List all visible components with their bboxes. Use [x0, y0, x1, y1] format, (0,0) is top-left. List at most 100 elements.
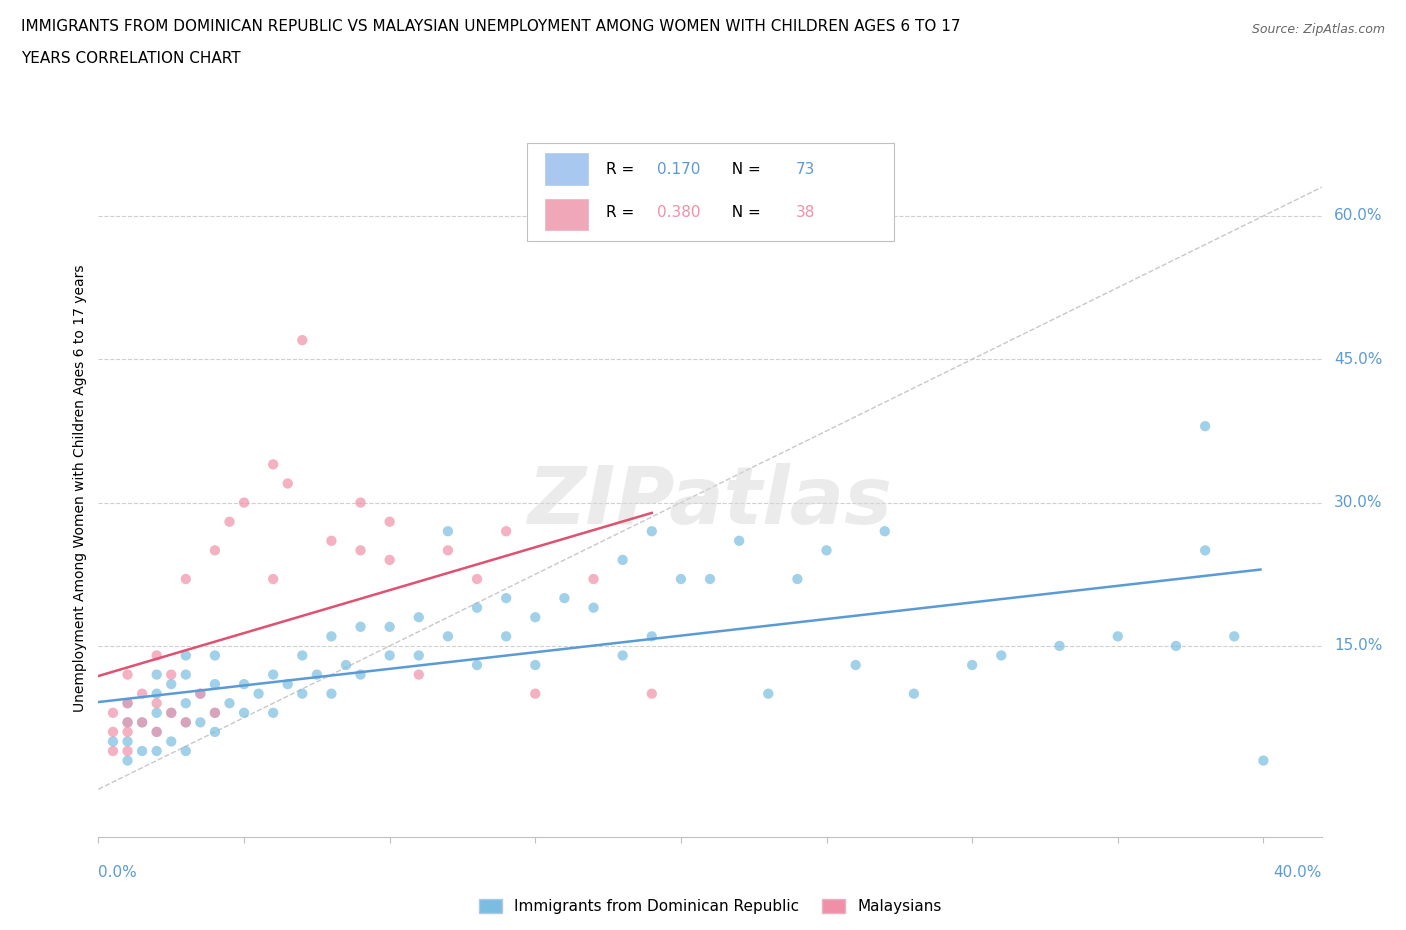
Point [160, 667, 183, 682]
Text: N =: N = [723, 162, 766, 177]
Y-axis label: Unemployment Among Women with Children Ages 6 to 17 years: Unemployment Among Women with Children A… [73, 264, 87, 712]
Point [786, 572, 808, 587]
Point [1194, 418, 1216, 433]
Point [815, 543, 838, 558]
Point [437, 524, 460, 538]
Point [174, 744, 197, 759]
Point [1223, 629, 1246, 644]
Point [145, 648, 167, 663]
Point [669, 572, 692, 587]
Point [174, 715, 197, 730]
Text: 73: 73 [796, 162, 815, 177]
Point [960, 658, 983, 672]
Point [145, 724, 167, 739]
Point [524, 686, 547, 701]
Text: 60.0%: 60.0% [1334, 208, 1382, 223]
Text: ZIPatlas: ZIPatlas [527, 463, 893, 541]
Point [145, 696, 167, 711]
Point [699, 572, 721, 587]
Point [160, 734, 183, 749]
Point [291, 686, 314, 701]
Point [553, 591, 575, 605]
Point [349, 667, 371, 682]
Point [188, 715, 212, 730]
Point [641, 629, 664, 644]
Point [145, 705, 167, 720]
Point [145, 686, 167, 701]
Point [204, 705, 226, 720]
Point [582, 572, 605, 587]
Point [131, 686, 153, 701]
Point [728, 534, 751, 549]
Point [349, 495, 371, 510]
Point [378, 648, 401, 663]
Point [495, 591, 517, 605]
Point [174, 648, 197, 663]
Point [131, 715, 153, 730]
Point [408, 610, 430, 625]
Text: 45.0%: 45.0% [1334, 352, 1382, 366]
Text: IMMIGRANTS FROM DOMINICAN REPUBLIC VS MALAYSIAN UNEMPLOYMENT AMONG WOMEN WITH CH: IMMIGRANTS FROM DOMINICAN REPUBLIC VS MA… [21, 19, 960, 33]
Point [101, 724, 124, 739]
Point [101, 744, 124, 759]
Point [524, 658, 547, 672]
Point [1194, 543, 1216, 558]
Point [262, 667, 284, 682]
Point [131, 744, 153, 759]
Point [277, 677, 299, 692]
Text: 40.0%: 40.0% [1274, 865, 1322, 880]
Point [174, 572, 197, 587]
Point [1107, 629, 1129, 644]
Point [378, 619, 401, 634]
Point [321, 629, 343, 644]
Point [612, 648, 634, 663]
Point [145, 724, 167, 739]
Point [378, 552, 401, 567]
Point [174, 667, 197, 682]
Text: R =: R = [606, 162, 640, 177]
Point [117, 734, 139, 749]
Point [641, 524, 664, 538]
Point [188, 686, 212, 701]
Point [204, 724, 226, 739]
Point [349, 619, 371, 634]
Point [408, 648, 430, 663]
FancyBboxPatch shape [546, 199, 588, 231]
Point [145, 667, 167, 682]
Point [1253, 753, 1275, 768]
Point [117, 715, 139, 730]
Point [582, 600, 605, 615]
Point [524, 610, 547, 625]
Point [233, 705, 256, 720]
Legend: Immigrants from Dominican Republic, Malaysians: Immigrants from Dominican Republic, Mala… [472, 893, 948, 920]
Point [218, 696, 240, 711]
Text: R =: R = [606, 206, 640, 220]
Point [335, 658, 357, 672]
Point [117, 724, 139, 739]
Text: Source: ZipAtlas.com: Source: ZipAtlas.com [1251, 23, 1385, 36]
Point [465, 600, 488, 615]
Point [247, 686, 270, 701]
Point [495, 524, 517, 538]
FancyBboxPatch shape [546, 153, 588, 185]
Point [145, 744, 167, 759]
Point [160, 677, 183, 692]
Point [903, 686, 925, 701]
Point [262, 705, 284, 720]
Point [204, 648, 226, 663]
Point [612, 552, 634, 567]
Point [160, 705, 183, 720]
Text: YEARS CORRELATION CHART: YEARS CORRELATION CHART [21, 51, 240, 66]
Point [117, 753, 139, 768]
Point [101, 734, 124, 749]
Point [204, 543, 226, 558]
Point [990, 648, 1012, 663]
Point [174, 715, 197, 730]
Point [873, 524, 896, 538]
FancyBboxPatch shape [526, 143, 893, 241]
Point [262, 572, 284, 587]
Point [117, 715, 139, 730]
Point [117, 667, 139, 682]
Point [465, 658, 488, 672]
Point [291, 648, 314, 663]
